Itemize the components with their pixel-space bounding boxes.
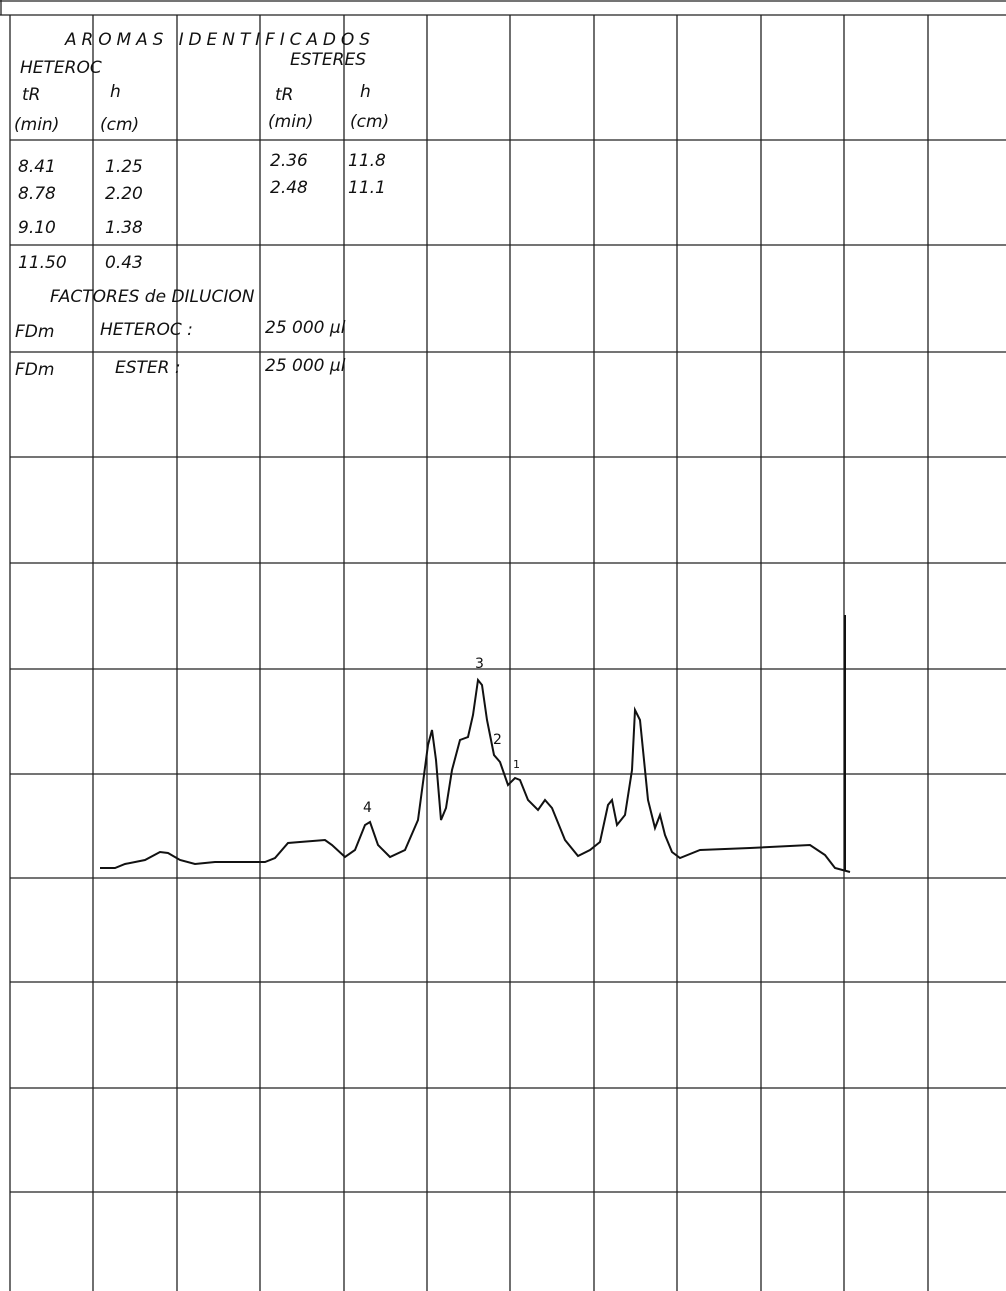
dilution-name: ESTER :: [115, 358, 181, 378]
dilution-title: FACTORES de DILUCION: [50, 287, 255, 307]
table-cell: 8.41: [18, 157, 56, 177]
table-cell: 1.25: [105, 157, 143, 177]
heading: AROMAS IDENTIFICADOS: [64, 30, 370, 50]
column-unit: (cm): [350, 112, 389, 132]
dilution-value: 25 000 µl: [265, 356, 346, 376]
peak-label: 4: [363, 800, 372, 816]
table-cell: 0.43: [105, 253, 143, 273]
table-cell: 1.38: [105, 218, 143, 238]
peak-label: 1: [513, 758, 520, 771]
column-unit: (min): [14, 115, 59, 135]
group-label: HETEROC: [20, 58, 102, 78]
peak-label: 3: [475, 656, 484, 672]
column-label: tR: [22, 85, 40, 105]
dilution-label: FDm: [15, 360, 54, 380]
group-label: ESTERES: [290, 50, 366, 70]
table-cell: 2.48: [270, 178, 308, 198]
table-cell: 11.1: [348, 178, 386, 198]
column-label: h: [110, 82, 121, 102]
paper: [0, 0, 1006, 1291]
dilution-label: FDm: [15, 322, 54, 342]
table-cell: 2.20: [105, 184, 143, 204]
table-cell: 9.10: [18, 218, 56, 238]
column-label: tR: [275, 85, 293, 105]
table-cell: 8.78: [18, 184, 56, 204]
table-cell: 11.8: [348, 151, 386, 171]
peak-label: 2: [493, 732, 502, 748]
page: AROMAS IDENTIFICADOS HETEROC ESTERES tR …: [0, 0, 1006, 1291]
table-cell: 2.36: [270, 151, 308, 171]
column-label: h: [360, 82, 371, 102]
column-unit: (cm): [100, 115, 139, 135]
dilution-value: 25 000 µl: [265, 318, 346, 338]
column-unit: (min): [268, 112, 313, 132]
dilution-name: HETEROC :: [100, 320, 193, 340]
table-cell: 11.50: [18, 253, 67, 273]
